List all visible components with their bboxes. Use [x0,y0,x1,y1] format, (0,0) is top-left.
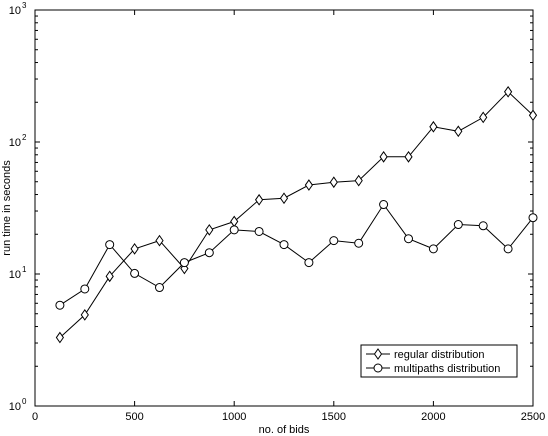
legend-items: regular distribution multipaths distribut… [366,348,500,375]
x-tick-label: 1000 [222,411,246,423]
data-point-diamond [80,309,89,321]
x-tick-label: 1500 [322,411,346,423]
legend-marker-diamond [373,348,383,360]
data-point-diamond [155,234,164,247]
data-point-circle [179,258,189,268]
data-point-diamond [454,125,463,138]
y-tick-label: 10 [9,137,21,149]
data-point-diamond [105,270,114,283]
data-point-circle [55,300,65,310]
data-point-diamond [329,176,338,189]
data-point-diamond [205,223,214,236]
series-layer [55,85,538,344]
data-point-circle [130,268,140,278]
data-point-circle [453,220,463,230]
data-point-circle [304,258,314,268]
series-line-diamond [59,91,534,338]
data-point-diamond [304,179,314,191]
data-point-circle [279,240,289,250]
x-tick-label: 500 [125,411,143,423]
data-point-diamond [503,85,513,98]
legend-label: regular distribution [394,349,485,361]
data-point-diamond [404,150,413,163]
data-point-diamond [55,331,65,344]
data-point-circle [379,200,389,210]
x-tick-label: 2500 [521,411,545,423]
data-point-diamond [528,109,538,122]
x-tick-label: 0 [32,411,38,423]
y-tick-label: 10 [9,401,21,413]
x-axis-label: no. of bids [259,424,310,436]
data-point-circle [354,238,364,248]
plot-area [34,9,534,407]
data-point-circle [105,240,115,250]
data-point-circle [478,221,488,231]
data-point-circle [204,248,214,258]
data-point-circle [528,213,538,223]
data-point-diamond [429,120,438,133]
legend: regular distribution multipaths distribut… [360,344,518,378]
y-tick-exponent: 0 [22,397,27,406]
y-tick-exponent: 2 [22,133,27,142]
data-point-circle [329,236,339,246]
data-point-diamond [479,111,488,124]
data-point-circle [155,283,164,293]
data-point-circle [503,244,513,254]
data-point-diamond [279,192,289,205]
data-point-circle [254,226,264,236]
data-point-circle [404,234,413,244]
y-tick-label: 10 [9,5,21,17]
y-tick-label: 10 [9,269,21,281]
data-point-diamond [379,150,388,163]
legend-marker-circle [373,363,383,373]
legend-box [360,344,518,378]
data-point-circle [80,284,90,294]
legend-label: multipaths distribution [394,363,500,375]
x-tick-label: 2000 [421,411,445,423]
x-axis-ticks: 0 500 1000 1500 2000 2500 [32,10,545,423]
y-axis-label: run time in seconds [1,160,13,256]
data-point-circle [229,225,239,235]
data-point-diamond [130,243,139,255]
data-point-diamond [354,174,363,187]
data-point-circle [428,244,438,254]
series-line-circle [59,203,534,306]
data-point-diamond [254,193,264,206]
y-tick-exponent: 1 [22,265,27,274]
y-tick-exponent: 3 [22,1,27,10]
